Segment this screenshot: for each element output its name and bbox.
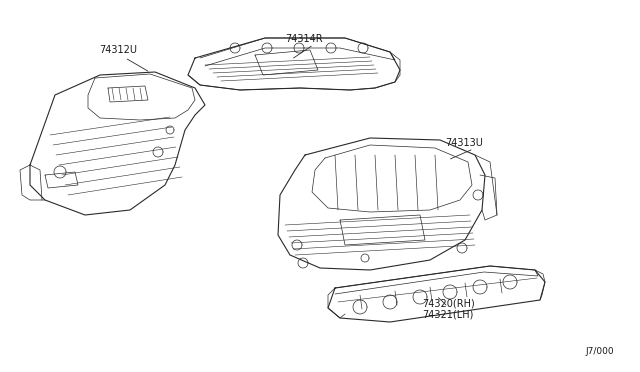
Text: 74321(LH): 74321(LH) <box>422 310 474 319</box>
Text: J7/000: J7/000 <box>586 347 614 356</box>
Text: 74313U: 74313U <box>445 138 483 148</box>
Text: 74314R: 74314R <box>285 34 323 44</box>
Text: 74312U: 74312U <box>99 45 137 55</box>
Text: 74320(RH): 74320(RH) <box>422 298 475 308</box>
